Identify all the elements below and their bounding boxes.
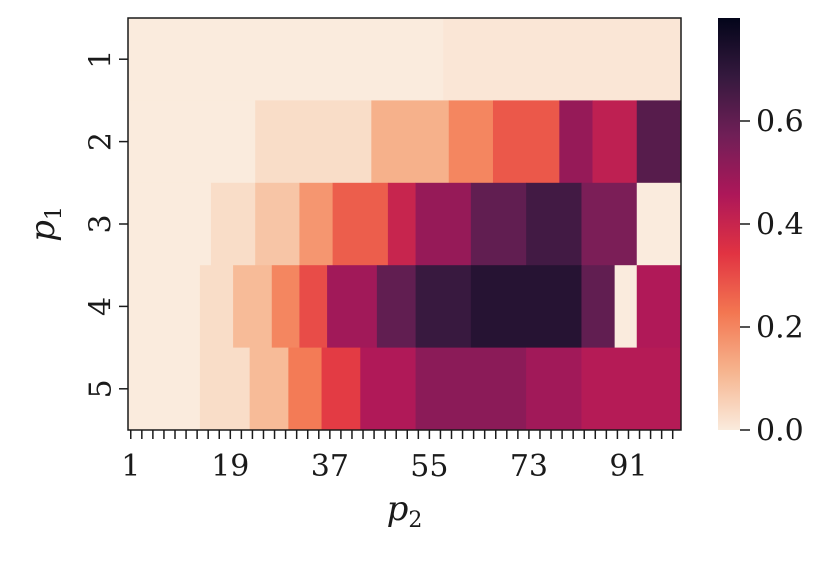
- heatmap-cell: [249, 347, 289, 431]
- heatmap-cell: [199, 265, 234, 348]
- heatmap-cells: [128, 18, 682, 431]
- y-tick-label: 2: [84, 132, 119, 151]
- x-tick-label: 1: [121, 449, 140, 484]
- heatmap-cell: [415, 347, 527, 431]
- heatmap-cell: [299, 265, 328, 348]
- heatmap-cell: [233, 265, 273, 348]
- y-tick-label: 3: [84, 214, 119, 233]
- heatmap-cell: [614, 265, 638, 348]
- heatmap-cell: [387, 182, 416, 266]
- heatmap-cell: [288, 347, 322, 431]
- y-tick-label: 5: [84, 379, 119, 398]
- colorbar-tick-label: 0.2: [756, 311, 804, 346]
- colorbar-tick-label: 0.4: [756, 208, 804, 243]
- x-axis-label: p2: [387, 489, 423, 533]
- heatmap-cell: [526, 182, 582, 266]
- heatmap-cell: [255, 100, 372, 184]
- heatmap-cell: [199, 347, 251, 431]
- heatmap-cell: [210, 182, 256, 266]
- heatmap-cell: [581, 265, 616, 348]
- heatmap-cell: [299, 182, 334, 266]
- heatmap-cell: [636, 100, 682, 184]
- heatmap-cell: [581, 182, 638, 266]
- heatmap-cell: [470, 182, 527, 266]
- colorbar-ticks: 0.0 0.2 0.4 0.6: [740, 105, 804, 449]
- heatmap-cell: [128, 18, 444, 101]
- heatmap-cell: [492, 100, 560, 184]
- y-tick-label: 4: [84, 297, 119, 316]
- heatmap-cell: [443, 18, 682, 101]
- heatmap-cell: [636, 265, 682, 348]
- heatmap-cell: [636, 182, 682, 266]
- heatmap-cell: [581, 347, 682, 431]
- y-axis-label-base: p: [23, 220, 63, 242]
- heatmap-cell: [128, 100, 256, 184]
- heatmap-cell: [128, 265, 201, 348]
- heatmap-cell: [128, 347, 201, 431]
- colorbar-tick-label: 0.6: [756, 105, 804, 140]
- heatmap-cell: [255, 182, 300, 266]
- heatmap-cell: [415, 265, 472, 348]
- heatmap-cell: [371, 100, 450, 184]
- heatmap-cell: [592, 100, 638, 184]
- x-tick-label: 91: [609, 449, 647, 484]
- colorbar-tick-label: 0.0: [756, 414, 804, 449]
- heatmap-cell: [526, 347, 582, 431]
- heatmap-cell: [271, 265, 300, 348]
- colorbar: [718, 18, 740, 430]
- x-axis-label-sub: 2: [408, 508, 422, 533]
- x-axis-ticks: 1 19 37 55 73 91: [121, 430, 674, 484]
- x-tick-label: 37: [311, 449, 349, 484]
- x-tick-label: 73: [510, 449, 548, 484]
- y-axis-label-sub: 1: [42, 206, 67, 220]
- heatmap-cell: [376, 265, 416, 348]
- x-tick-label: 19: [211, 449, 249, 484]
- y-tick-label: 1: [84, 50, 119, 69]
- y-axis-label: p1: [23, 206, 67, 242]
- heatmap-cell: [360, 347, 416, 431]
- y-axis-ticks: 1 2 3 4 5: [84, 50, 128, 398]
- heatmap-cell: [415, 182, 472, 266]
- heatmap-cell: [128, 182, 212, 266]
- heatmap-cell: [332, 182, 389, 266]
- heatmap-cell: [327, 265, 378, 348]
- heatmap-cell: [448, 100, 494, 184]
- heatmap-cell: [321, 347, 361, 431]
- heatmap-cell: [470, 265, 582, 348]
- x-axis-label-base: p: [387, 489, 409, 529]
- x-tick-label: 55: [410, 449, 448, 484]
- heatmap-cell: [559, 100, 593, 184]
